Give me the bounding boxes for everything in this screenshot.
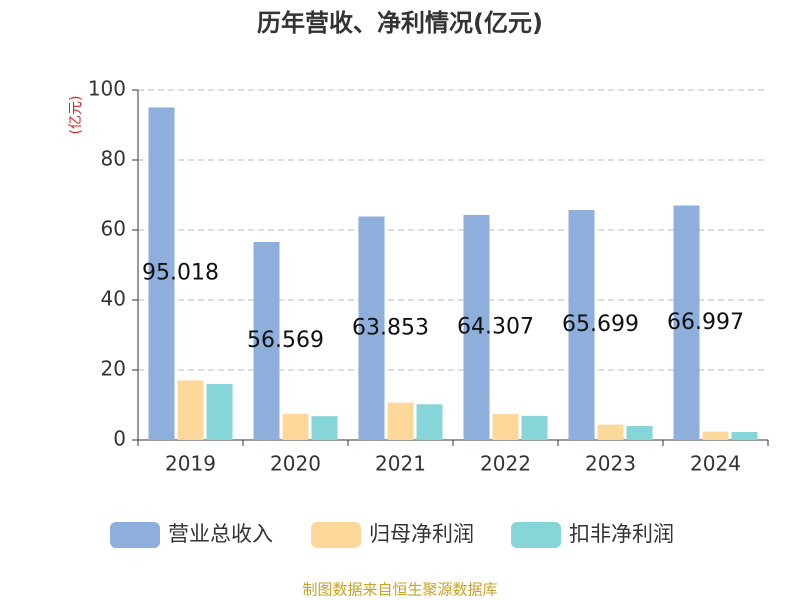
x-tick-label: 2022: [480, 452, 531, 476]
bar: [206, 384, 233, 440]
legend-swatch: [511, 522, 561, 548]
bar: [492, 414, 519, 440]
legend-label: 归母净利润: [369, 522, 474, 546]
bar: [521, 415, 548, 440]
bar: [148, 107, 175, 440]
bar: [702, 431, 729, 440]
bar: [416, 404, 443, 440]
data-label: 65.699: [562, 312, 639, 337]
data-label: 63.853: [352, 315, 429, 340]
y-tick-label: 40: [101, 287, 126, 311]
legend-label: 扣非净利润: [569, 522, 674, 546]
bar: [731, 431, 758, 440]
bar: [597, 424, 624, 440]
bar: [626, 426, 653, 440]
legend-swatch: [311, 522, 361, 548]
bar: [311, 416, 338, 440]
x-tick-label: 2019: [165, 452, 216, 476]
legend-swatch: [110, 522, 160, 548]
bar: [463, 214, 490, 440]
chart-title: 历年营收、净利情况(亿元): [257, 9, 543, 37]
y-tick-label: 80: [101, 147, 126, 171]
bar: [568, 210, 595, 440]
bar: [358, 216, 385, 440]
bar: [253, 242, 280, 440]
y-tick-label: 0: [113, 427, 126, 451]
source-note: 制图数据来自恒生聚源数据库: [302, 581, 497, 599]
y-tick-label: 60: [101, 217, 126, 241]
bar: [177, 380, 204, 440]
x-tick-label: 2020: [270, 452, 321, 476]
bar: [673, 205, 700, 440]
y-axis-label: (亿元): [68, 96, 84, 135]
y-tick-label: 100: [88, 77, 126, 101]
data-label: 66.997: [667, 310, 744, 335]
x-tick-label: 2024: [690, 452, 741, 476]
x-tick-label: 2021: [375, 452, 426, 476]
bar: [282, 413, 309, 440]
data-label: 64.307: [457, 314, 534, 339]
data-label: 56.569: [247, 328, 324, 353]
bar: [387, 402, 414, 440]
legend-label: 营业总收入: [168, 522, 273, 546]
y-tick-label: 20: [101, 357, 126, 381]
data-label: 95.018: [142, 261, 219, 286]
x-tick-label: 2023: [585, 452, 636, 476]
